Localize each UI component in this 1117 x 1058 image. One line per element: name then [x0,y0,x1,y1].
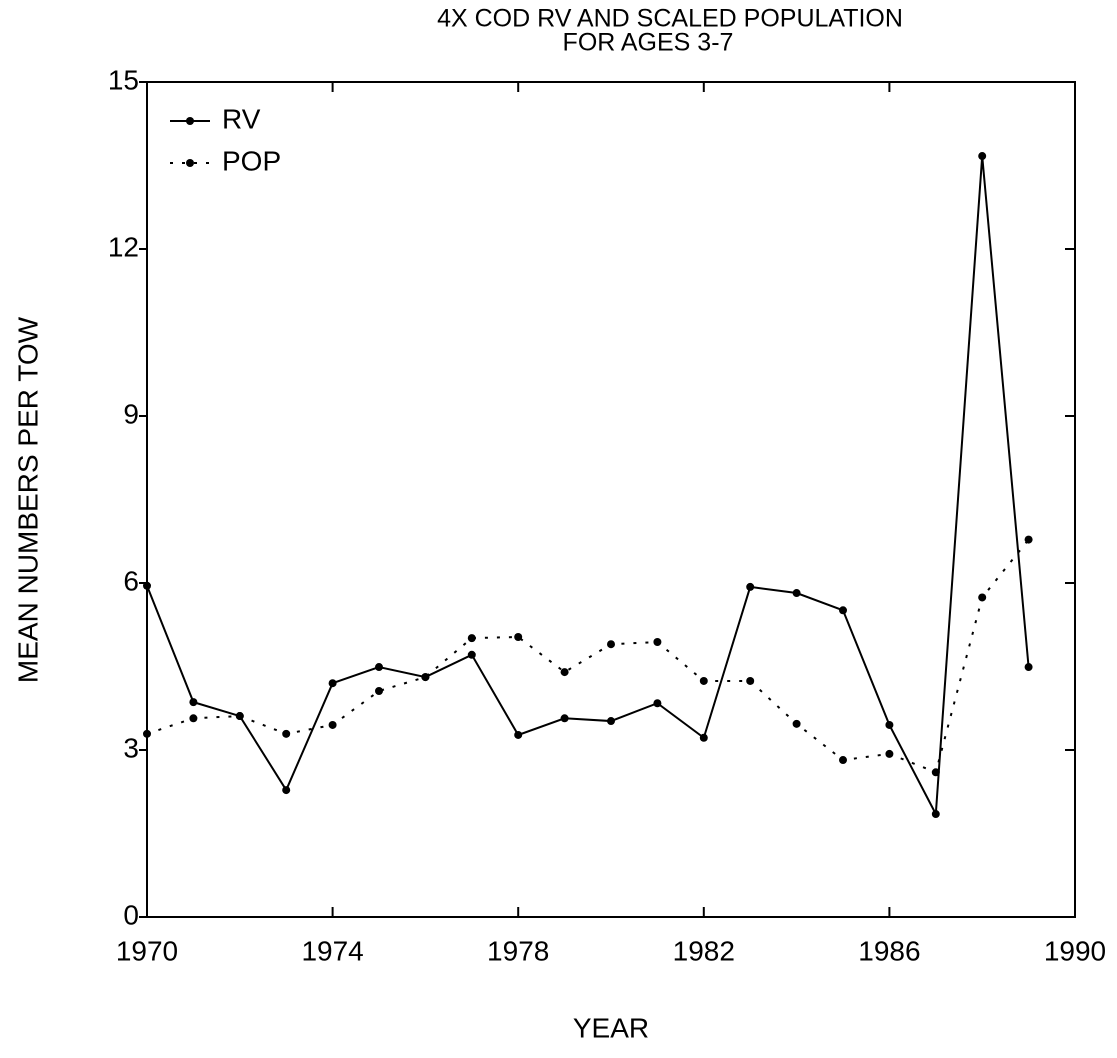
data-point [328,720,337,729]
data-point [467,634,476,643]
chart-subtitle: FOR AGES 3-7 [563,29,734,57]
data-point [143,581,151,590]
y-tick-label: 15 [108,64,139,95]
legend-marker [186,159,194,167]
y-tick-label: 3 [123,732,139,763]
data-point [746,582,755,591]
data-point [792,589,801,598]
data-point [653,638,662,647]
x-tick-label: 1978 [487,935,549,966]
legend-label: RV [222,103,261,134]
plot-frame [146,81,1076,918]
y-tick-label: 12 [108,231,139,262]
data-point [792,719,801,728]
y-tick-label: 0 [123,899,139,930]
x-tick-label: 1974 [301,935,363,966]
x-tick-label: 1982 [673,935,735,966]
y-tick-label: 6 [123,565,139,596]
x-tick-label: 1986 [858,935,920,966]
data-point [189,714,198,723]
data-point [560,714,569,723]
data-point [1024,663,1033,672]
data-point [514,632,523,641]
data-point [885,720,894,729]
data-point [978,593,987,602]
legend-marker [186,117,194,125]
y-axis-label: MEAN NUMBERS PER TOW [12,316,43,683]
legend-label: POP [222,145,281,176]
x-axis-label: YEAR [573,1012,649,1043]
data-point [931,768,940,777]
data-point [143,729,151,738]
data-point [235,712,244,721]
data-point [931,810,940,819]
data-point [699,733,708,742]
data-point [885,749,894,758]
data-point [607,717,615,726]
data-point [653,699,662,708]
series-line [146,155,1030,818]
data-point [1024,535,1033,544]
x-tick-label: 1990 [1044,935,1106,966]
data-point [467,650,476,659]
data-point [421,673,430,682]
data-point [746,676,755,685]
data-point [375,686,383,695]
data-point [328,679,337,688]
data-point [189,698,198,707]
y-tick-label: 9 [123,398,139,429]
data-point [839,606,847,615]
chart-title: 4X COD RV AND SCALED POPULATION [437,5,903,33]
data-point [699,676,708,685]
data-point [978,152,987,161]
data-point [839,756,847,765]
data-point [282,729,291,738]
data-point [282,786,291,795]
data-point [607,640,615,649]
data-point [514,730,523,739]
data-point [560,668,569,677]
x-tick-label: 1970 [116,935,178,966]
data-point [375,663,383,672]
